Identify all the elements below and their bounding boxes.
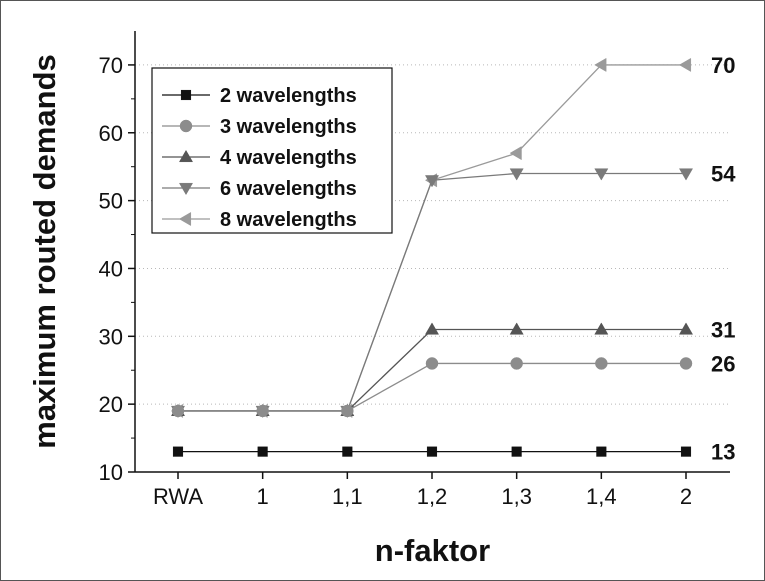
x-tick-label: 1	[257, 484, 269, 509]
data-point-circle	[341, 404, 354, 418]
y-tick-label: 70	[99, 53, 123, 78]
y-tick-label: 10	[99, 460, 123, 485]
data-point-circle	[425, 357, 439, 370]
data-point-triangle-up	[178, 149, 194, 163]
legend-label: 6 wavelengths	[220, 178, 357, 200]
end-value-label: 13	[711, 440, 735, 465]
end-value-label: 31	[711, 318, 735, 343]
x-tick-label: RWA	[153, 484, 203, 509]
series-line	[178, 328, 686, 412]
y-tick-label: 40	[99, 256, 123, 281]
data-point-triangle-left	[594, 57, 607, 72]
data-point-square	[257, 446, 268, 457]
data-point-square	[680, 446, 692, 457]
y-tick-label: 30	[99, 324, 123, 349]
data-point-circle	[256, 404, 269, 418]
data-point-square	[180, 89, 192, 101]
data-point-circle	[171, 404, 185, 418]
data-point-square	[426, 446, 438, 457]
x-tick-label: 1,2	[417, 484, 448, 509]
y-tick-label: 50	[99, 189, 123, 214]
data-point-triangle-down	[509, 168, 524, 181]
data-point-circle	[595, 357, 608, 370]
data-point-triangle-down	[594, 168, 609, 181]
legend: 2 wavelengths 3 wavelengths 4 wavelengths 6…	[151, 67, 393, 234]
end-value-label: 54	[711, 161, 736, 186]
data-point-square	[596, 446, 607, 457]
data-point-circle	[179, 119, 193, 133]
x-tick-label: 1,4	[586, 484, 617, 509]
series-layer	[170, 57, 694, 457]
y-axis-title: maximum routed demands	[27, 54, 62, 448]
y-tick-label: 60	[99, 121, 123, 146]
legend-label: 2 wavelengths	[220, 85, 357, 107]
axes: 10 20 30 40 50 60 70 RWA 1 1,1 1,2 1,3 1,4 2	[99, 31, 730, 509]
data-point-circle	[510, 357, 523, 370]
data-point-circle	[679, 357, 693, 370]
data-point-triangle-up	[678, 322, 694, 335]
legend-item: 2 wavelengths	[162, 85, 357, 107]
data-point-triangle-up	[594, 322, 609, 335]
series-2-wavelengths	[172, 446, 692, 457]
data-point-square	[342, 446, 353, 457]
data-point-triangle-down	[678, 168, 694, 181]
data-point-triangle-down	[424, 175, 440, 188]
legend-label: 8 wavelengths	[220, 209, 357, 231]
x-tick-label: 1,3	[501, 484, 532, 509]
legend-label: 3 wavelengths	[220, 116, 357, 138]
x-axis-title: n-faktor	[375, 533, 490, 568]
y-tick-label: 20	[99, 392, 123, 417]
x-tick-label: 2	[680, 484, 692, 509]
data-point-triangle-left	[678, 57, 692, 72]
legend-item: 6 wavelengths	[162, 178, 357, 200]
legend-item: 3 wavelengths	[162, 116, 357, 138]
data-point-triangle-down	[178, 182, 194, 196]
series-3-wavelengths	[171, 357, 693, 418]
x-tick-label: 1,1	[332, 484, 363, 509]
data-point-triangle-left	[178, 211, 192, 227]
legend-item: 8 wavelengths	[162, 209, 357, 231]
data-point-square	[172, 446, 184, 457]
end-value-label: 70	[711, 53, 735, 78]
data-point-triangle-up	[424, 322, 440, 335]
data-point-triangle-up	[509, 322, 524, 335]
end-value-label: 26	[711, 351, 735, 376]
data-point-square	[511, 446, 522, 457]
legend-item: 4 wavelengths	[162, 147, 357, 169]
legend-label: 4 wavelengths	[220, 147, 357, 169]
data-point-triangle-left	[509, 146, 522, 161]
end-labels: 13 26 31 54 70	[711, 53, 736, 465]
